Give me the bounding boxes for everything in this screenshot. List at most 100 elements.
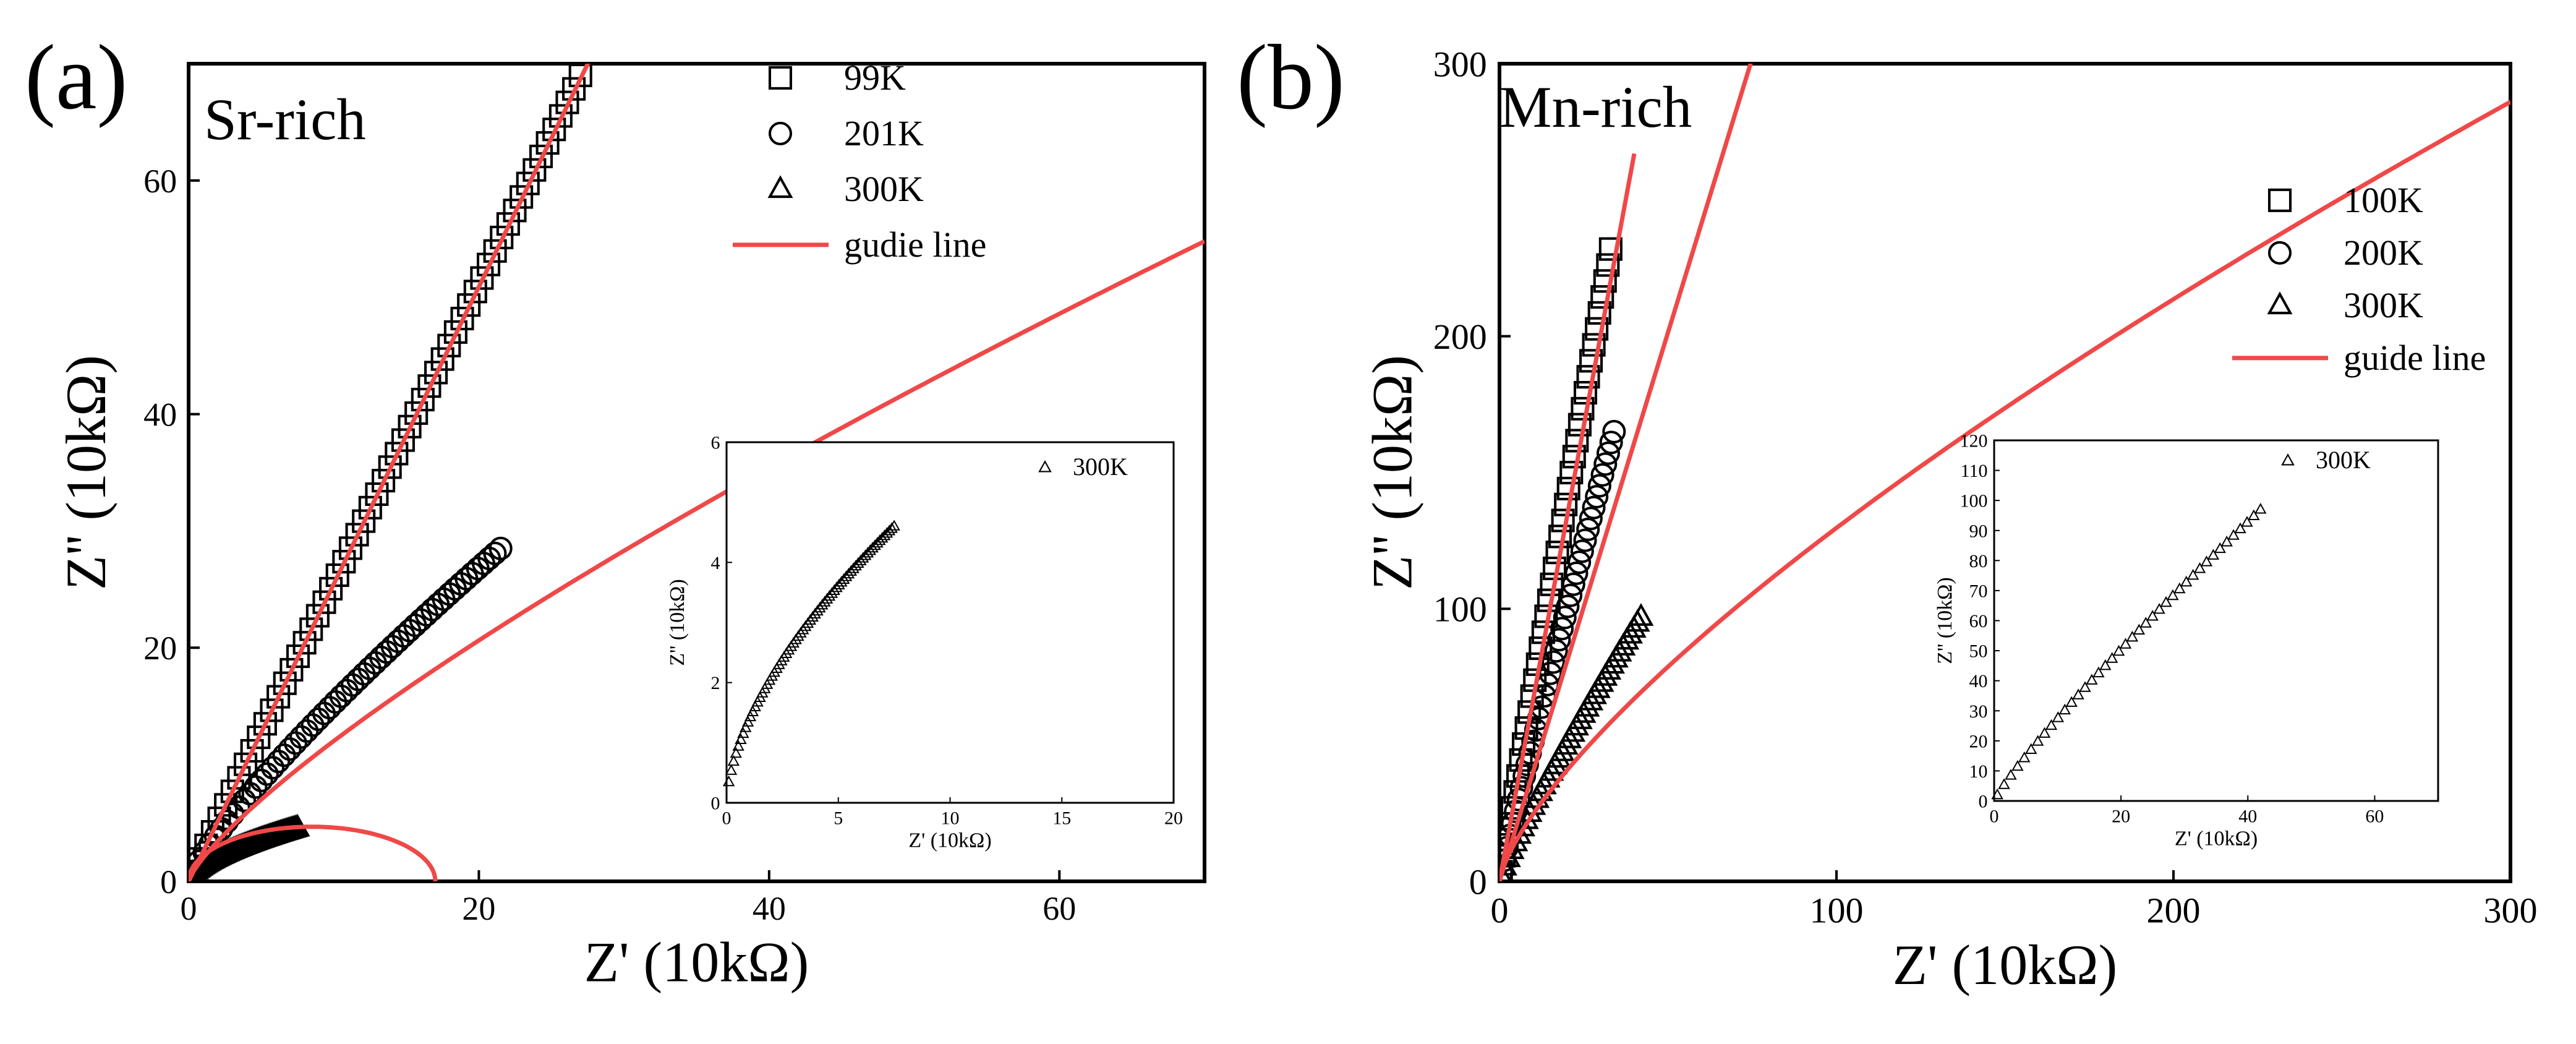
- inset-data-point: [2031, 735, 2044, 746]
- inset-y-tick-label: 110: [1961, 461, 1988, 481]
- inset-data-point: [2072, 688, 2084, 700]
- inset-y-tick-label: 2: [711, 673, 720, 693]
- data-point-99K: [483, 239, 507, 263]
- inset-background: [727, 442, 1174, 803]
- legend-label: 99K: [844, 58, 906, 98]
- inset-data-point: [2086, 674, 2098, 685]
- data-point-200K: [1553, 605, 1577, 630]
- x-tick-label: 0: [1491, 891, 1509, 931]
- plot-area: [189, 64, 1205, 881]
- y-tick-label: 100: [1433, 589, 1487, 630]
- inset-data-point: [830, 581, 843, 593]
- data-point-200K: [1556, 594, 1580, 618]
- data-point-201K: [301, 713, 325, 737]
- legend-label: 300K: [844, 169, 924, 209]
- inset-data-point: [847, 562, 859, 573]
- data-point-99K: [247, 725, 271, 750]
- data-point-201K: [272, 743, 296, 768]
- inset-x-tick-label: 60: [2365, 807, 2384, 827]
- data-point-99K: [273, 671, 297, 695]
- data-point-200K: [1515, 753, 1539, 777]
- legend-entry: 300K: [767, 169, 924, 209]
- data-point-100K: [1593, 269, 1617, 293]
- legend-entry: 200K: [2267, 233, 2423, 273]
- data-point-200K: [1602, 419, 1626, 443]
- legend-marker: [2267, 241, 2292, 265]
- data-point-99K: [424, 361, 448, 385]
- legend-label: guide line: [2344, 338, 2486, 378]
- data-point-201K: [323, 690, 348, 714]
- data-point-99K: [365, 482, 389, 507]
- inset-data-point: [740, 721, 752, 732]
- legend: 100K 200K 300K guide line: [2232, 180, 2486, 378]
- data-point-99K: [470, 266, 494, 290]
- data-point-200K: [1509, 776, 1533, 800]
- legend-label: gudie line: [844, 225, 986, 265]
- legend: 99K 201K 300K gudie line: [733, 58, 986, 265]
- data-point-200K: [1561, 572, 1585, 596]
- data-point-99K: [372, 469, 396, 493]
- data-point-99K: [510, 185, 534, 209]
- legend-entry: 201K: [768, 113, 924, 153]
- inset-y-tick-label: 30: [1969, 701, 1988, 722]
- legend-entry: 100K: [2267, 180, 2423, 220]
- inset-chart: 0 20 40 60 0 10 20 30 40 50 60 70 80 90 100 110 120 Z' (1…: [1934, 431, 2439, 850]
- inset-data-point: [2227, 529, 2240, 540]
- inset-data-point: [2200, 555, 2213, 567]
- data-point-201K: [312, 701, 336, 725]
- data-point-99K: [260, 698, 284, 722]
- data-point-99K: [568, 64, 592, 87]
- x-tick-label: 200: [2147, 891, 2201, 931]
- data-point-200K: [1596, 441, 1620, 465]
- data-point-200K: [1567, 550, 1592, 575]
- data-point-99K: [325, 563, 349, 588]
- data-point-99K: [352, 509, 376, 533]
- data-point-99K: [305, 604, 330, 628]
- inset-data-point: [857, 552, 869, 563]
- guide-line: [1499, 153, 1637, 881]
- data-point-201K: [318, 696, 342, 720]
- inset-x-axis-title: Z' (10kΩ): [908, 829, 991, 852]
- inset-data-point: [2105, 652, 2118, 663]
- inset-data-point: [2045, 719, 2058, 730]
- y-axis-title: Z'' (10kΩ): [54, 355, 117, 590]
- inset-data-point: [2186, 568, 2199, 580]
- data-point-200K: [1512, 764, 1537, 788]
- data-point-201K: [488, 536, 513, 560]
- inset-data-point: [2112, 644, 2125, 656]
- data-point-99K: [490, 225, 514, 250]
- inset-y-tick-label: 6: [711, 433, 720, 453]
- inset-data-point: [1991, 788, 2003, 800]
- inset-data-point: [828, 584, 840, 595]
- data-point-200K: [1579, 507, 1603, 531]
- inset-y-tick-label: 60: [1969, 611, 1988, 631]
- guide-line: [189, 239, 1205, 881]
- data-point-99K: [417, 374, 441, 398]
- inset-data-point: [814, 601, 826, 613]
- legend-entry: guide line: [2232, 338, 2486, 378]
- inset-data-point: [741, 716, 754, 727]
- inset-data-point: [2079, 681, 2091, 692]
- inset-data-point: [840, 570, 853, 581]
- inset-x-tick-label: 0: [722, 808, 731, 829]
- data-point-99K: [299, 617, 323, 641]
- inset-data-point: [2207, 549, 2220, 560]
- data-point-100K: [1579, 349, 1603, 373]
- inset-data-point: [2025, 743, 2037, 754]
- inset-data-point: [725, 764, 738, 775]
- x-axis-title: Z' (10kΩ): [584, 930, 809, 993]
- data-point-99K: [253, 712, 277, 736]
- data-point-200K: [1541, 650, 1566, 674]
- y-tick-label: 60: [143, 163, 177, 200]
- inset-data-point: [2099, 659, 2112, 670]
- data-point-201K: [335, 678, 359, 703]
- data-point-100K: [1596, 253, 1620, 277]
- data-point-100K: [1587, 301, 1611, 325]
- inset-y-axis-title: Z'' (10kΩ): [666, 579, 689, 665]
- data-point-201K: [329, 684, 353, 708]
- data-point-99K: [522, 158, 547, 182]
- data-point-201K: [289, 725, 313, 749]
- inset-y-tick-label: 20: [1969, 731, 1988, 751]
- inset-data-point: [732, 740, 744, 751]
- y-tick-label: 200: [1433, 317, 1487, 357]
